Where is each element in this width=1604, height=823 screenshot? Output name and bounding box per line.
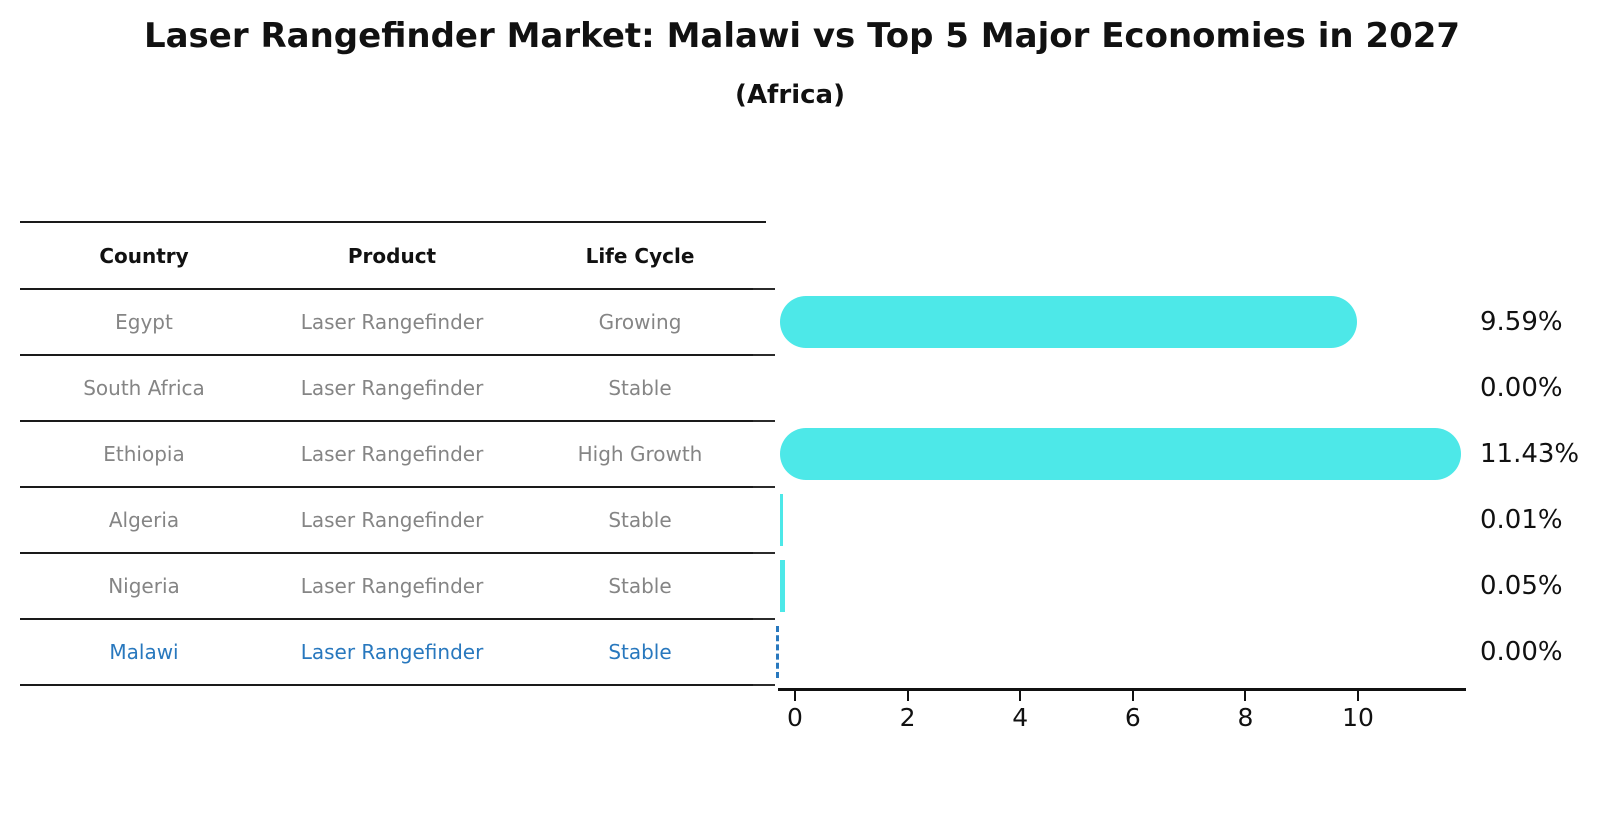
column-header-country: Country <box>99 244 189 268</box>
cell-country: Egypt <box>115 310 173 334</box>
y-axis-tick <box>753 288 775 290</box>
value-label-south-africa: 0.00% <box>1480 373 1563 403</box>
bar-malawi <box>776 626 779 678</box>
table-rule <box>20 288 766 290</box>
x-axis-tick <box>1244 691 1247 701</box>
cell-product: Laser Rangefinder <box>300 574 484 598</box>
cell-life-cycle: Stable <box>608 508 672 532</box>
x-axis-tick <box>1131 691 1134 701</box>
x-axis-tick-label: 4 <box>1012 703 1029 732</box>
y-axis-tick <box>753 552 775 554</box>
cell-product: Laser Rangefinder <box>300 310 484 334</box>
chart-subtitle: (Africa) <box>735 80 845 110</box>
bar-ethiopia <box>780 428 1461 480</box>
cell-country: South Africa <box>83 376 205 400</box>
value-label-ethiopia: 11.43% <box>1480 439 1580 469</box>
bar-nigeria <box>780 560 785 612</box>
table-rule <box>20 354 766 356</box>
bar-egypt <box>780 296 1357 348</box>
y-axis-tick <box>753 486 775 488</box>
cell-life-cycle: Growing <box>598 310 682 334</box>
cell-life-cycle: Stable <box>608 574 672 598</box>
cell-life-cycle: High Growth <box>577 442 703 466</box>
cell-product: Laser Rangefinder <box>300 442 484 466</box>
cell-life-cycle: Stable <box>608 640 672 664</box>
table-rule <box>20 420 766 422</box>
y-axis-tick <box>753 618 775 620</box>
cell-product: Laser Rangefinder <box>300 376 484 400</box>
column-header-life-cycle: Life Cycle <box>585 244 695 268</box>
value-label-egypt: 9.59% <box>1480 307 1563 337</box>
bar-algeria <box>780 494 783 546</box>
table-rule <box>20 684 766 686</box>
cell-product: Laser Rangefinder <box>300 640 484 664</box>
x-axis-tick <box>906 691 909 701</box>
x-axis-tick <box>1357 691 1359 701</box>
table-rule <box>20 552 766 554</box>
y-axis-tick <box>753 684 775 686</box>
x-axis-tick <box>794 691 796 701</box>
x-axis-tick <box>1019 691 1022 701</box>
cell-country: Nigeria <box>108 574 180 598</box>
x-axis-tick-label: 0 <box>787 703 803 732</box>
x-axis-tick-label: 10 <box>1342 703 1374 732</box>
y-axis-tick <box>753 354 775 356</box>
cell-life-cycle: Stable <box>608 376 672 400</box>
column-header-product: Product <box>347 244 437 268</box>
y-axis-tick <box>753 420 775 422</box>
value-label-nigeria: 0.05% <box>1480 571 1563 601</box>
x-axis-tick-label: 2 <box>899 703 916 732</box>
value-label-algeria: 0.01% <box>1480 505 1563 535</box>
x-axis-spine <box>778 688 1466 691</box>
value-label-malawi: 0.00% <box>1480 637 1563 667</box>
chart-title: Laser Rangefinder Market: Malawi vs Top … <box>143 16 1461 56</box>
x-axis-tick-label: 8 <box>1237 703 1254 732</box>
cell-country: Algeria <box>108 508 180 532</box>
table-rule <box>20 221 766 223</box>
x-axis-tick-label: 6 <box>1124 703 1141 732</box>
table-rule <box>20 486 766 488</box>
cell-country: Malawi <box>109 640 179 664</box>
table-rule <box>20 618 766 620</box>
cell-product: Laser Rangefinder <box>300 508 484 532</box>
cell-country: Ethiopia <box>103 442 185 466</box>
